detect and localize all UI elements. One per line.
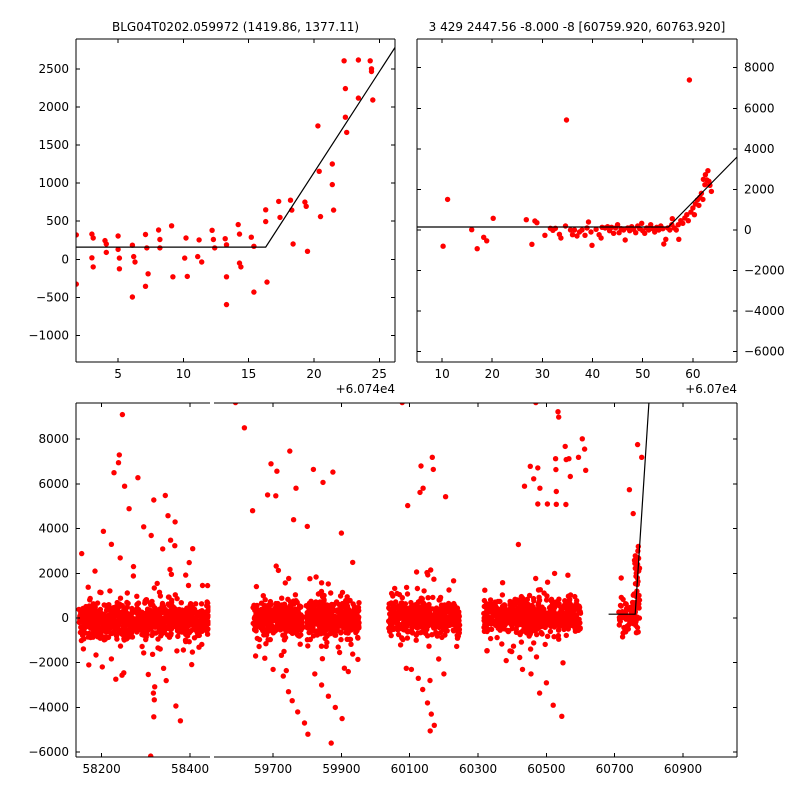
y-tick-label: 2500 <box>38 62 69 76</box>
x-tick-label: 59900 <box>322 762 360 776</box>
axes-frame <box>416 38 738 363</box>
y-tick-label: 2000 <box>38 566 69 580</box>
panel-bottom-left: 58200 58400 −6000 −4000 −2000 0 2000 4000 6000 80… <box>28 402 211 776</box>
x-tick-label: 60900 <box>664 762 702 776</box>
x-tick-label: 20 <box>485 367 500 381</box>
x-tick-label: 10 <box>176 367 191 381</box>
y-tick-label: 4000 <box>744 142 775 156</box>
y-tick-label: 0 <box>61 611 69 625</box>
y-tick-label: 8000 <box>38 432 69 446</box>
y-tick-label: 8000 <box>744 61 775 75</box>
x-tick-label: 60 <box>685 367 700 381</box>
y-tick-label: −6000 <box>28 745 69 759</box>
scatter-points <box>232 402 645 746</box>
x-tick-label: 58400 <box>171 762 209 776</box>
panel-bottom-right: 59700 59900 60100 60300 60500 60700 60900 <box>214 402 738 776</box>
x-tick-label: 5 <box>114 367 122 381</box>
x-tick-label: 50 <box>635 367 650 381</box>
x-tick-label: 30 <box>535 367 550 381</box>
tick-marks <box>272 403 737 757</box>
tick-marks <box>76 403 191 757</box>
model-fit-line <box>417 156 738 228</box>
y-tick-label: 6000 <box>744 101 775 115</box>
tick-marks <box>417 39 737 362</box>
x-tick-label: 25 <box>372 367 387 381</box>
x-tick-label: 40 <box>585 367 600 381</box>
x-tick-label: 10 <box>434 367 449 381</box>
tick-labels: 5 10 15 20 25 −1000 −500 0 500 1000 1500 2000 2500 <box>28 62 387 381</box>
y-tick-label: −500 <box>36 290 69 304</box>
plot-title: BLG04T0202.059972 (1419.86, 1377.11) <box>112 20 359 34</box>
axes-frame <box>214 402 738 758</box>
y-tick-label: −4000 <box>744 304 785 318</box>
tick-marks <box>76 39 395 362</box>
axes-frame <box>75 402 210 758</box>
tick-labels: 10 20 30 40 50 60 −6000 −4000 −2000 0 2000 4000 6000… <box>434 61 784 381</box>
y-tick-label: 1000 <box>38 176 69 190</box>
y-tick-label: −1000 <box>28 328 69 342</box>
x-tick-label: 60700 <box>596 762 634 776</box>
y-tick-label: 4000 <box>38 522 69 536</box>
panel-top-left: 5 10 15 20 25 −1000 −500 0 500 1000 1500 2000 2500 +6… <box>28 20 396 396</box>
y-tick-label: 500 <box>46 214 69 228</box>
y-tick-label: −2000 <box>744 264 785 278</box>
y-tick-label: 0 <box>744 223 752 237</box>
y-tick-label: −6000 <box>744 345 785 359</box>
y-tick-label: −2000 <box>28 656 69 670</box>
x-tick-label: 20 <box>306 367 321 381</box>
y-tick-label: −4000 <box>28 700 69 714</box>
axes-frame <box>75 38 396 363</box>
panel-top-right: 10 20 30 40 50 60 −6000 −4000 −2000 0 2000 4000 6000… <box>416 20 785 396</box>
x-tick-label: 15 <box>241 367 256 381</box>
x-axis-offset-text: +6.074e4 <box>336 382 395 396</box>
y-tick-label: 6000 <box>38 477 69 491</box>
x-tick-label: 60500 <box>527 762 565 776</box>
scatter-points <box>76 411 211 758</box>
model-fit-line <box>76 47 396 248</box>
y-tick-label: 0 <box>61 252 69 266</box>
tick-labels: 58200 58400 −6000 −4000 −2000 0 2000 4000 6000 80… <box>28 432 209 776</box>
x-tick-label: 60100 <box>391 762 429 776</box>
x-tick-label: 60300 <box>459 762 497 776</box>
tick-labels: 59700 59900 60100 60300 60500 60700 60900 <box>254 762 702 776</box>
y-tick-label: 1500 <box>38 138 69 152</box>
x-tick-label: 59700 <box>254 762 292 776</box>
x-tick-label: 58200 <box>83 762 121 776</box>
model-fit-line <box>608 402 650 615</box>
plot-title: 3 429 2447.56 -8.000 -8 [60759.920, 6076… <box>429 20 726 34</box>
x-axis-offset-text: +6.07e4 <box>685 382 737 396</box>
y-tick-label: 2000 <box>38 100 69 114</box>
y-tick-label: 2000 <box>744 182 775 196</box>
